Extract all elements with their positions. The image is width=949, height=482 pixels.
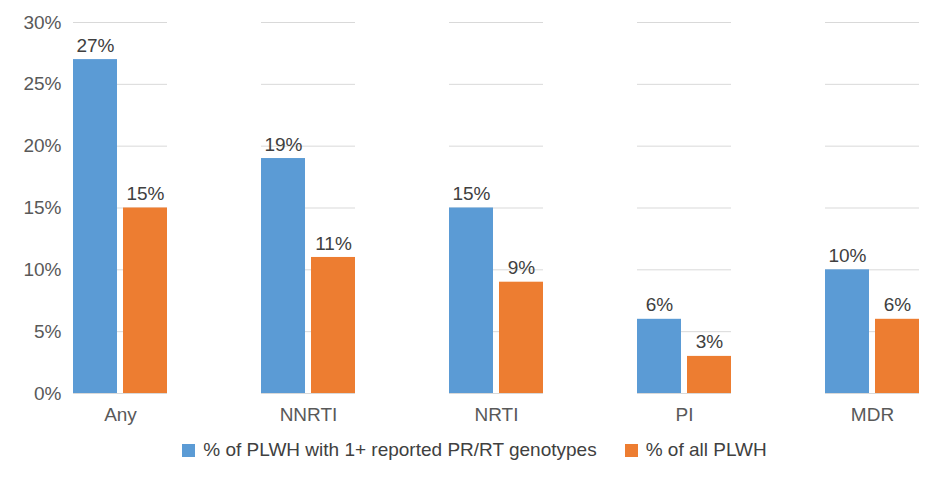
svg-text:15%: 15% xyxy=(126,183,164,204)
svg-text:10%: 10% xyxy=(23,259,61,280)
svg-text:3%: 3% xyxy=(696,331,724,352)
svg-text:NNRTI: NNRTI xyxy=(280,404,338,425)
svg-text:20%: 20% xyxy=(23,135,61,156)
svg-text:0%: 0% xyxy=(34,383,62,404)
svg-text:15%: 15% xyxy=(23,197,61,218)
svg-text:Any: Any xyxy=(104,404,137,425)
html-text:% of all PLWH: % of all PLWH xyxy=(645,439,767,460)
svg-text:15%: 15% xyxy=(452,183,490,204)
svg-text:19%: 19% xyxy=(264,134,302,155)
html-text:% of PLWH with 1+ reported PR/: % of PLWH with 1+ reported PR/RT genotyp… xyxy=(203,439,597,460)
svg-text:6%: 6% xyxy=(884,294,912,315)
svg-text:25%: 25% xyxy=(23,73,61,94)
svg-text:5%: 5% xyxy=(34,321,62,342)
svg-text:30%: 30% xyxy=(23,12,61,33)
svg-text:27%: 27% xyxy=(76,35,114,56)
svg-text:9%: 9% xyxy=(508,257,536,278)
svg-text:10%: 10% xyxy=(828,245,866,266)
svg-text:6%: 6% xyxy=(646,294,674,315)
svg-text:MDR: MDR xyxy=(851,404,894,425)
svg-text:11%: 11% xyxy=(315,233,352,254)
svg-text:PI: PI xyxy=(676,404,694,425)
svg-text:NRTI: NRTI xyxy=(475,404,519,425)
